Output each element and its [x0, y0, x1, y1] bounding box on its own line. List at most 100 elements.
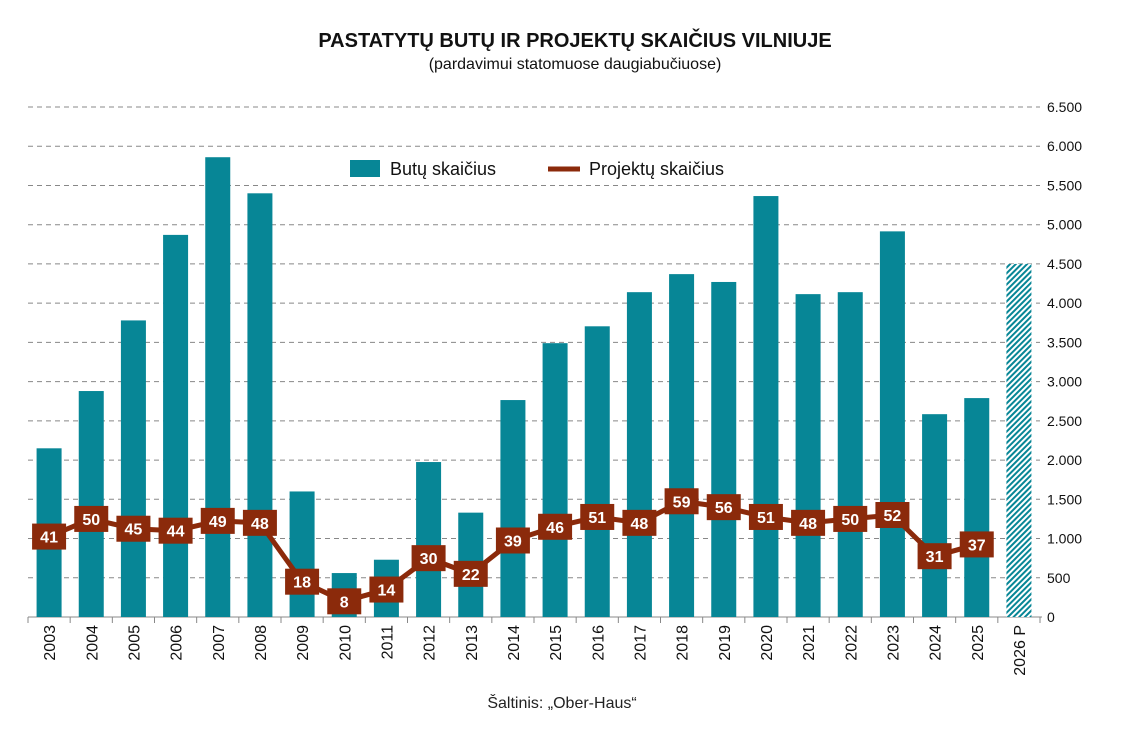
- legend: Butų skaičius Projektų skaičius: [350, 159, 724, 179]
- bar: [922, 414, 948, 617]
- x-tick-label: 2019: [717, 625, 734, 661]
- data-label-box: [74, 505, 109, 532]
- x-tick-label: 2026 P: [1012, 625, 1029, 676]
- x-tick-label: 2005: [126, 625, 143, 661]
- data-label: 48: [251, 516, 269, 533]
- source-note: Šaltinis: „Ober-Haus“: [487, 695, 637, 712]
- bar: [163, 234, 189, 617]
- data-label-box: [622, 509, 657, 536]
- data-label: 18: [293, 575, 311, 592]
- data-label: 30: [420, 551, 438, 568]
- bar: [416, 462, 442, 617]
- data-label-box: [538, 513, 573, 540]
- data-label: 41: [40, 530, 58, 547]
- data-label: 51: [757, 510, 775, 527]
- data-label-box: [664, 488, 699, 515]
- x-tick-label: 2024: [928, 625, 945, 661]
- data-label: 45: [125, 522, 143, 539]
- data-label-box: [32, 523, 67, 550]
- x-tick-label: 2014: [506, 625, 523, 661]
- data-label-box: [327, 588, 362, 615]
- bar: [205, 157, 231, 617]
- x-tick-label: 2006: [169, 625, 186, 661]
- bar: [247, 193, 273, 618]
- x-tick-label: 2007: [211, 625, 228, 661]
- data-label-box: [158, 517, 193, 544]
- y-tick-label: 5.000: [1047, 217, 1082, 233]
- data-label: 37: [968, 537, 986, 554]
- y-tick-label: 0: [1047, 609, 1055, 625]
- y-tick-label: 4.500: [1047, 256, 1082, 272]
- x-tick-label: 2022: [843, 625, 860, 661]
- legend-label-bars: Butų skaičius: [390, 159, 496, 179]
- data-label: 14: [378, 583, 396, 600]
- bar: [584, 326, 610, 617]
- data-label-box: [917, 543, 952, 570]
- data-label: 22: [462, 567, 480, 584]
- data-label: 48: [631, 516, 649, 533]
- y-tick-label: 4.000: [1047, 295, 1082, 311]
- bar: [626, 292, 652, 617]
- x-tick-label: 2017: [632, 625, 649, 661]
- data-label-box: [748, 503, 783, 530]
- x-tick-label: 2013: [464, 625, 481, 661]
- data-label: 50: [82, 512, 100, 529]
- data-label-box: [369, 576, 404, 603]
- x-tick-label: 2004: [84, 625, 101, 661]
- data-label: 39: [504, 534, 522, 551]
- data-label-box: [959, 531, 994, 558]
- data-label-box: [200, 507, 235, 534]
- data-label-box: [875, 502, 910, 528]
- bar: [837, 292, 863, 617]
- x-tick-label: 2016: [590, 625, 607, 661]
- x-tick-label: 2010: [337, 625, 354, 661]
- data-label: 46: [546, 520, 564, 537]
- x-tick-label: 2021: [801, 625, 818, 661]
- chart-title: PASTATYTŲ BUTŲ IR PROJEKTŲ SKAIČIUS VILN…: [318, 30, 832, 52]
- data-label-box: [453, 560, 488, 587]
- x-tick-label: 2011: [379, 625, 396, 660]
- bar: [120, 320, 146, 617]
- bar: [795, 294, 821, 617]
- data-label-box: [116, 515, 151, 542]
- data-label: 8: [340, 594, 349, 611]
- data-label-box: [242, 509, 277, 536]
- y-tick-label: 1.000: [1047, 531, 1082, 547]
- data-label: 48: [799, 516, 817, 533]
- y-tick-label: 6.000: [1047, 138, 1082, 154]
- y-tick-label: 2.000: [1047, 452, 1082, 468]
- x-tick-label: 2012: [422, 625, 439, 661]
- data-label: 51: [588, 510, 606, 527]
- data-label-box: [580, 503, 615, 530]
- bar: [78, 391, 104, 617]
- y-tick-label: 500: [1047, 570, 1071, 586]
- data-label: 31: [926, 549, 944, 566]
- bar: [711, 281, 737, 617]
- y-tick-label: 1.500: [1047, 491, 1082, 507]
- data-label-box: [285, 568, 320, 595]
- data-label: 56: [715, 500, 733, 517]
- y-tick-label: 6.500: [1047, 99, 1082, 115]
- data-label-box: [833, 505, 868, 532]
- x-tick-label: 2015: [548, 625, 565, 661]
- data-label-box: [495, 527, 530, 554]
- x-tick-label: 2018: [675, 625, 692, 661]
- bar: [879, 231, 905, 617]
- legend-label-line: Projektų skaičius: [589, 159, 724, 179]
- bar: [542, 343, 568, 617]
- x-tick-label: 2020: [759, 625, 776, 661]
- y-tick-label: 3.000: [1047, 374, 1082, 390]
- bar: [964, 398, 990, 617]
- data-label: 49: [209, 514, 227, 531]
- data-label: 52: [884, 508, 902, 525]
- x-tick-label: 2008: [253, 625, 270, 661]
- y-tick-label: 2.500: [1047, 413, 1082, 429]
- data-label: 59: [673, 494, 691, 511]
- bar: [289, 491, 315, 617]
- bar: [500, 400, 526, 617]
- bar: [669, 274, 695, 617]
- x-tick-label: 2003: [42, 625, 59, 661]
- y-tick-label: 3.500: [1047, 334, 1082, 350]
- chart-subtitle: (pardavimui statomuose daugiabučiuose): [428, 56, 722, 73]
